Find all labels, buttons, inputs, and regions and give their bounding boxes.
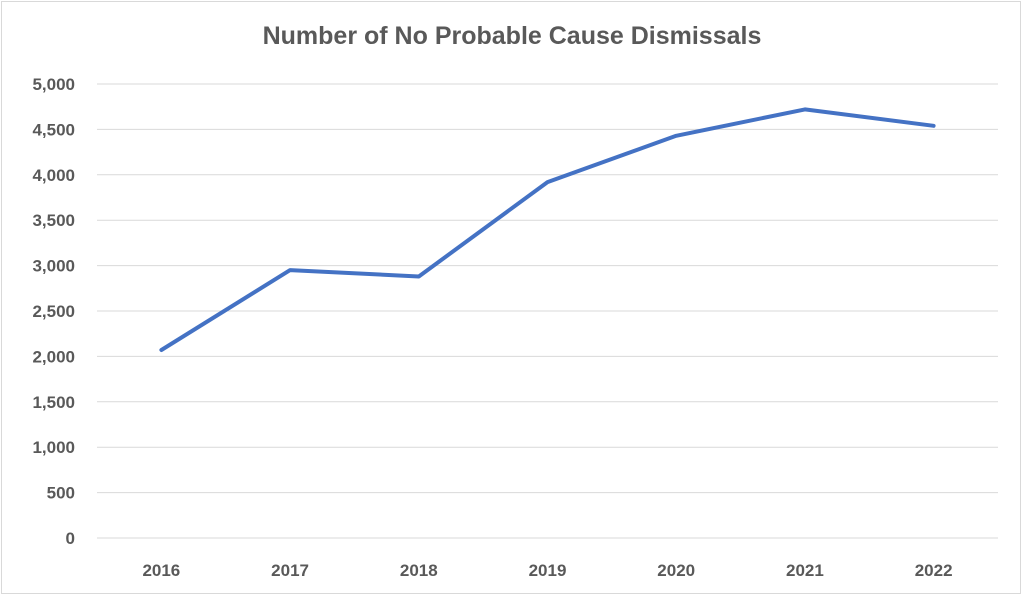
y-tick-label: 1,500 <box>32 393 75 412</box>
x-tick-label: 2020 <box>657 561 695 580</box>
gridlines <box>97 83 998 539</box>
y-tick-label: 1,000 <box>32 438 75 457</box>
chart-title: Number of No Probable Cause Dismissals <box>262 22 762 50</box>
y-tick-label: 500 <box>47 484 75 503</box>
y-tick-label: 3,000 <box>32 257 75 276</box>
x-tick-label: 2021 <box>786 561 824 580</box>
y-tick-label: 2,500 <box>32 302 75 321</box>
x-tick-label: 2018 <box>400 561 438 580</box>
y-axis: 0 500 1,000 1,500 2,000 2,500 3,000 3,500 4,000 4… <box>32 75 75 548</box>
y-tick-label: 5,000 <box>32 75 75 94</box>
y-tick-label: 3,500 <box>32 211 75 230</box>
x-tick-label: 2016 <box>142 561 180 580</box>
x-tick-label: 2022 <box>915 561 953 580</box>
y-tick-label: 4,500 <box>32 120 75 139</box>
x-tick-label: 2017 <box>271 561 309 580</box>
series-line <box>159 107 936 352</box>
y-tick-label: 4,000 <box>32 166 75 185</box>
x-axis: 2016 2017 2018 2019 2020 2021 2022 <box>142 561 952 580</box>
x-tick-label: 2019 <box>529 561 567 580</box>
y-tick-label: 0 <box>66 529 75 548</box>
series-group <box>159 107 936 352</box>
y-tick-label: 2,000 <box>32 347 75 366</box>
